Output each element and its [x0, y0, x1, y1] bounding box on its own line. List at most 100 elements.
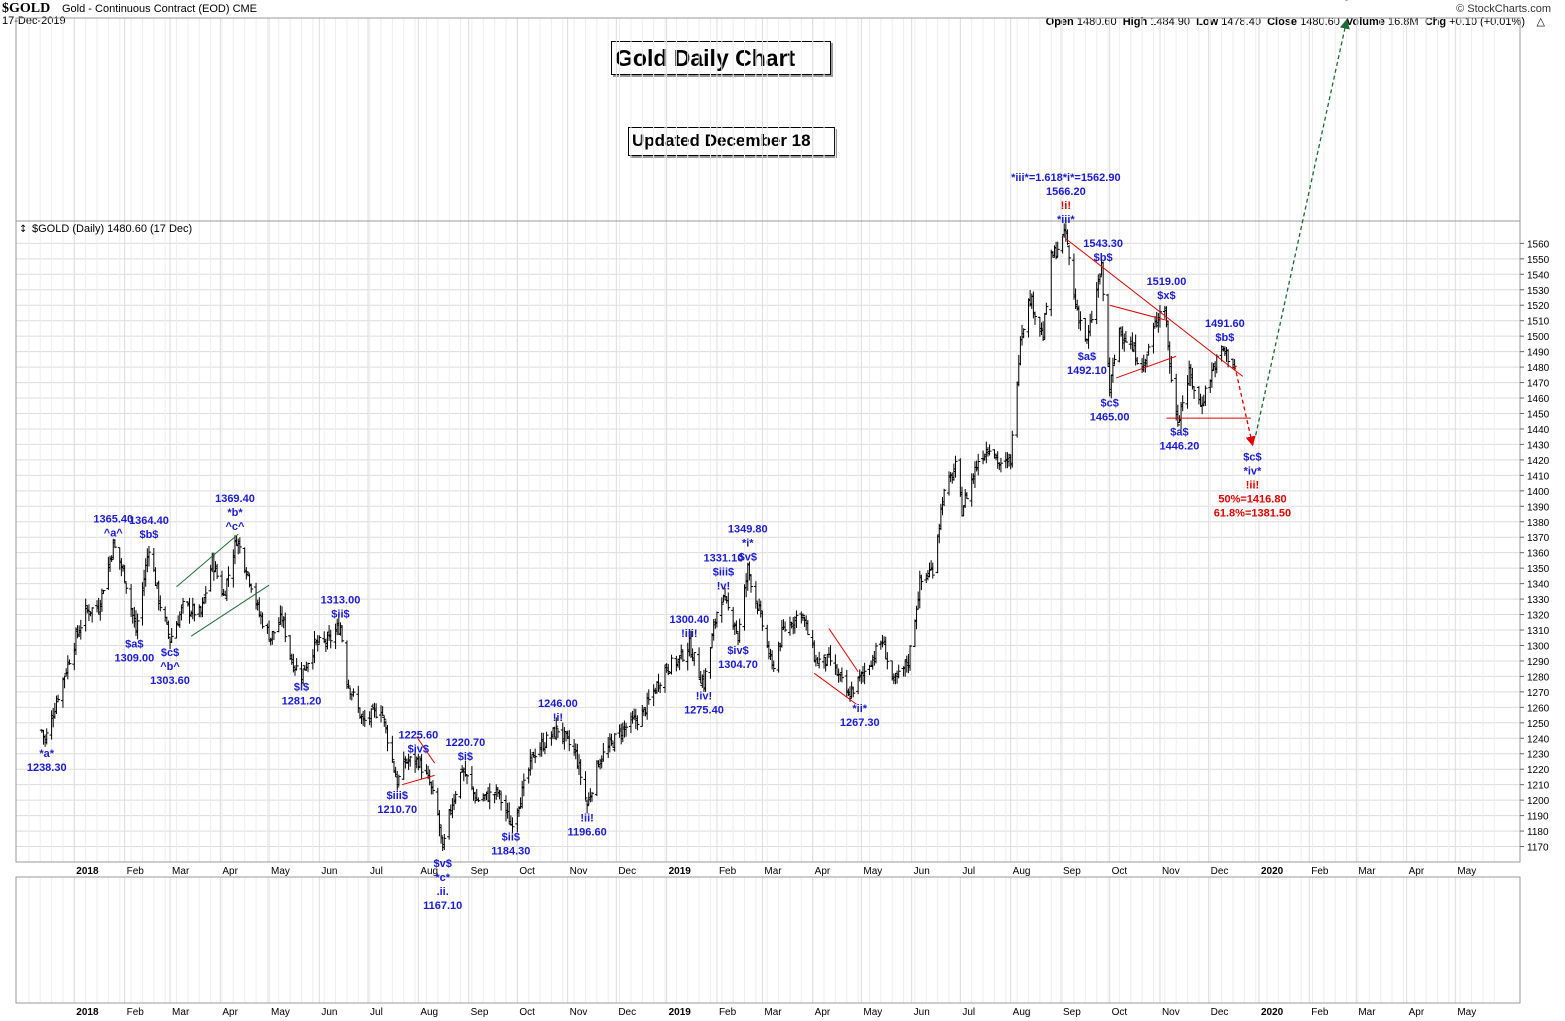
wave-label: ^c^ — [225, 521, 245, 533]
y-tick-label: 1210 — [1527, 781, 1550, 792]
price-bar — [351, 688, 356, 697]
price-bar — [1042, 313, 1047, 340]
price-bar — [1135, 357, 1140, 365]
wave-label: 1519.00 — [1147, 276, 1187, 288]
wave-label: 61.8%=1381.50 — [1214, 507, 1291, 519]
x-tick-label-lower: Dec — [1211, 1007, 1229, 1018]
price-bar — [749, 574, 754, 593]
wave-label: 1313.00 — [321, 594, 361, 606]
price-bar — [192, 603, 197, 622]
price-bar — [554, 717, 559, 741]
low-value: 1478.40 — [1221, 16, 1261, 28]
price-bar — [1033, 311, 1038, 325]
y-tick-label: 1450 — [1527, 409, 1550, 420]
x-tick-label-lower: Jul — [962, 1007, 975, 1018]
price-bar — [169, 628, 174, 643]
wave-label: 1364.40 — [129, 515, 169, 527]
price-bar — [260, 612, 265, 629]
x-tick-label: Sep — [1063, 866, 1081, 877]
red-wedge-upper-aug18 — [416, 736, 435, 764]
price-bar — [453, 791, 458, 805]
x-tick-label-lower: Mar — [172, 1007, 190, 1018]
price-bar — [1123, 331, 1128, 343]
price-bar — [1055, 241, 1060, 257]
y-tick-label: 1490 — [1527, 348, 1550, 359]
price-bar — [760, 610, 765, 631]
green-forecast-up — [1255, 18, 1350, 436]
x-tick-label-lower: 2020 — [1261, 1007, 1284, 1018]
red-wedge-lower-apr19 — [814, 672, 857, 705]
wave-label: $c$ — [161, 647, 179, 659]
price-bar — [328, 629, 333, 649]
y-tick-label: 1290 — [1527, 657, 1550, 668]
chart-description: Gold - Continuous Contract (EOD) CME — [62, 3, 257, 15]
wave-label: $ii$ — [502, 831, 520, 843]
price-bar — [680, 650, 685, 662]
y-tick-label: 1390 — [1527, 502, 1550, 513]
price-bar — [419, 754, 424, 779]
price-bar — [465, 773, 470, 785]
y-tick-label: 1250 — [1527, 719, 1550, 730]
x-tick-label-lower: May — [1457, 1007, 1476, 1018]
x-tick-label: 2020 — [1261, 866, 1284, 877]
wave-label: !ii! — [580, 812, 593, 824]
price-bar — [408, 756, 413, 767]
price-bar — [1010, 430, 1015, 468]
price-bar — [1192, 386, 1197, 400]
price-bar — [158, 595, 163, 612]
x-tick-label-lower: Oct — [519, 1007, 535, 1018]
x-tick-label: Feb — [127, 866, 145, 877]
y-tick-label: 1220 — [1527, 765, 1550, 776]
x-tick-label: 2019 — [669, 866, 692, 877]
price-bar — [896, 664, 901, 679]
price-bar — [737, 618, 742, 643]
price-bar — [601, 743, 606, 762]
wave-label: *c* — [435, 872, 450, 884]
green-channel-upper — [176, 533, 239, 588]
chart-symbol: $GOLD — [2, 1, 51, 16]
y-tick-label: 1170 — [1527, 843, 1549, 854]
wave-label: !i! — [1061, 200, 1071, 212]
price-bar — [862, 662, 867, 685]
y-tick-label: 1340 — [1527, 580, 1550, 591]
price-bar — [315, 635, 320, 652]
wave-label: 1543.30 — [1083, 238, 1123, 250]
red-triangle-upper — [1109, 304, 1169, 322]
price-bar — [1146, 343, 1151, 356]
exchange-text: CME — [232, 3, 258, 15]
price-bar — [122, 565, 127, 583]
x-tick-label-lower: Jul — [370, 1007, 383, 1018]
red-wedge-upper-apr19 — [828, 628, 859, 673]
y-tick-label: 1320 — [1527, 611, 1550, 622]
wave-label: $v$ — [739, 551, 757, 563]
y-tick-label: 1360 — [1527, 549, 1550, 560]
y-tick-label: 1420 — [1527, 456, 1550, 467]
y-tick-label: 1280 — [1527, 672, 1550, 683]
price-bar — [67, 659, 72, 665]
x-tick-label-lower: Apr — [1409, 1007, 1425, 1018]
wave-label: ^a^ — [104, 527, 124, 539]
price-bar — [544, 731, 549, 749]
price-bar — [641, 707, 646, 717]
price-bar — [458, 771, 463, 799]
x-tick-label-lower: Feb — [127, 1007, 145, 1018]
y-tick-label: 1530 — [1527, 286, 1550, 297]
y-tick-label: 1410 — [1527, 471, 1550, 482]
y-tick-label: 1300 — [1527, 641, 1550, 652]
price-bar — [78, 619, 83, 640]
wave-label: !ii! — [1246, 479, 1259, 491]
frame-layer — [15, 17, 1521, 1004]
wave-label: *iv* — [1244, 465, 1262, 477]
price-bar — [390, 735, 395, 763]
price-bar — [998, 457, 1003, 473]
stockcharts-copyright[interactable]: © StockCharts.com — [1456, 3, 1551, 15]
y-tick-label: 1230 — [1527, 750, 1550, 761]
x-tick-label-lower: Aug — [1013, 1007, 1031, 1018]
price-bar — [101, 589, 106, 595]
x-tick-label-lower: May — [863, 1007, 882, 1018]
price-panel-frame — [15, 17, 1521, 863]
x-tick-label: Apr — [1409, 866, 1425, 877]
price-bar — [226, 566, 231, 587]
high-label: High — [1122, 16, 1148, 28]
y-tick-label: 1560 — [1527, 239, 1550, 250]
